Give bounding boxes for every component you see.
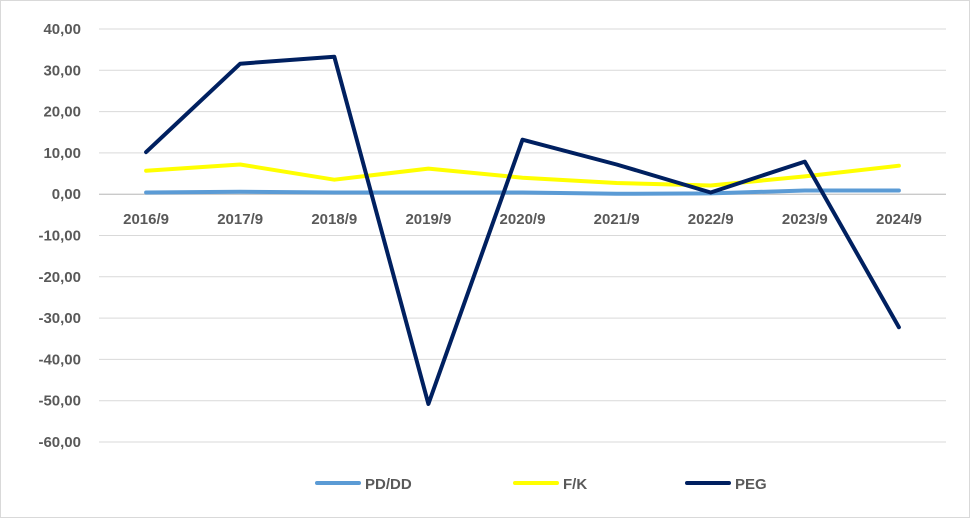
y-tick-label: -50,00 xyxy=(38,393,81,410)
y-tick-label: -20,00 xyxy=(38,269,81,286)
legend-label: PEG xyxy=(735,476,767,493)
y-axis: 40,00 30,00 20,00 10,00 0,00 -10,00 -20,00 -30,… xyxy=(38,21,81,451)
y-tick-label: -40,00 xyxy=(38,351,81,368)
series-line-pd-dd xyxy=(144,188,901,196)
legend-label: F/K xyxy=(563,476,587,493)
y-tick-label: 10,00 xyxy=(43,145,81,162)
series-line-peg xyxy=(144,54,901,406)
y-tick-label: -30,00 xyxy=(38,310,81,327)
x-tick-label: 2024/9 xyxy=(876,211,922,228)
x-axis: 2016/9 2017/9 2018/9 2019/9 2020/9 2021/9 2022… xyxy=(123,211,922,228)
x-tick-label: 2020/9 xyxy=(500,211,546,228)
legend-label: PD/DD xyxy=(365,476,412,493)
y-tick-label: 40,00 xyxy=(43,21,81,38)
x-tick-label: 2019/9 xyxy=(405,211,451,228)
x-tick-label: 2023/9 xyxy=(782,211,828,228)
x-tick-label: 2021/9 xyxy=(594,211,640,228)
series-lines xyxy=(144,54,901,406)
x-tick-label: 2022/9 xyxy=(688,211,734,228)
x-tick-label: 2016/9 xyxy=(123,211,169,228)
x-tick-label: 2017/9 xyxy=(217,211,263,228)
series-line-f-k xyxy=(144,162,901,188)
y-tick-label: 30,00 xyxy=(43,62,81,79)
y-tick-label: 20,00 xyxy=(43,104,81,121)
x-tick-label: 2018/9 xyxy=(311,211,357,228)
gridlines xyxy=(99,28,946,443)
y-tick-label: 0,00 xyxy=(52,186,81,203)
y-tick-label: -60,00 xyxy=(38,434,81,451)
y-tick-label: -10,00 xyxy=(38,228,81,245)
legend: PD/DD F/K PEG xyxy=(315,476,767,493)
